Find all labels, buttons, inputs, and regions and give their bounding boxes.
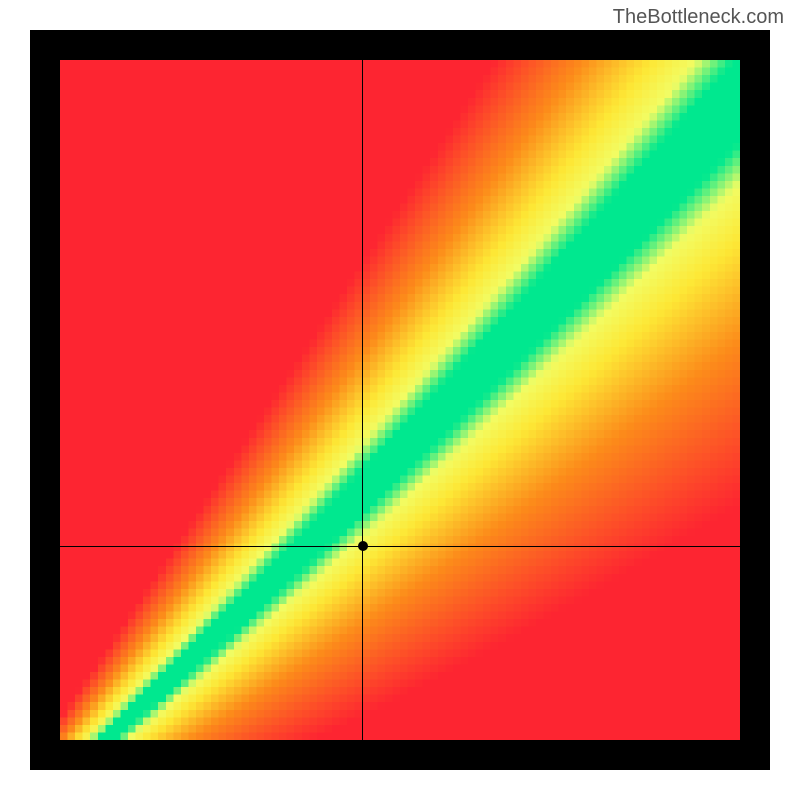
crosshair-horizontal — [60, 546, 740, 547]
crosshair-marker — [358, 541, 368, 551]
plot-area — [60, 60, 740, 740]
heatmap-canvas — [60, 60, 740, 740]
crosshair-vertical — [362, 60, 363, 740]
watermark-text: TheBottleneck.com — [613, 6, 784, 29]
chart-container: TheBottleneck.com — [0, 0, 800, 800]
